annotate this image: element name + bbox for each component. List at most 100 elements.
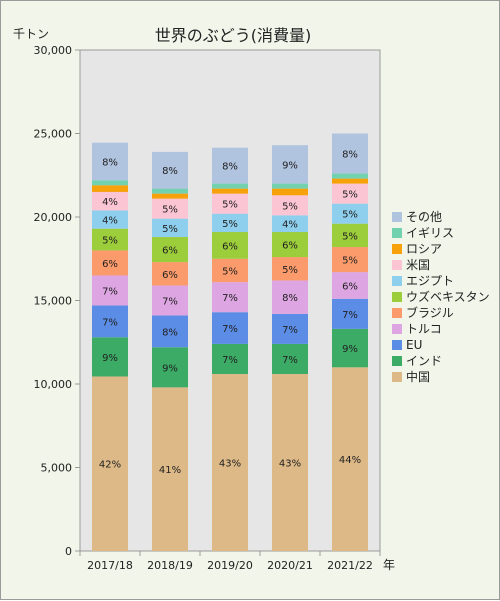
data-label: 7% [162, 297, 178, 308]
legend-swatch [392, 292, 402, 302]
data-label: 7% [282, 355, 298, 366]
legend-swatch [392, 276, 402, 286]
data-label: 43% [279, 458, 301, 469]
bar-segment [92, 376, 128, 551]
data-label: 6% [342, 281, 358, 292]
bar-segment [92, 185, 128, 192]
data-label: 9% [342, 344, 358, 355]
legend-label: ウズベキスタン [406, 289, 490, 304]
bar-segment [152, 285, 188, 316]
bar-segment [92, 180, 128, 186]
y-tick-label: 15,000 [34, 295, 73, 308]
legend-swatch [392, 356, 402, 366]
y-tick-label: 5,000 [41, 462, 73, 475]
bar-segment [332, 367, 368, 551]
bar-segment [212, 147, 248, 184]
bar-segment [212, 213, 248, 233]
legend-label: その他 [406, 210, 442, 224]
chart-title: 世界のぶどう(消費量) [155, 26, 312, 45]
legend-swatch [392, 340, 402, 350]
bar-segment [332, 173, 368, 179]
legend-label: 中国 [406, 369, 430, 384]
bar-segment [92, 275, 128, 306]
data-label: 5% [342, 256, 358, 267]
data-label: 5% [222, 266, 238, 277]
legend-label: イギリス [406, 226, 454, 240]
legend-label: ブラジル [406, 305, 454, 320]
data-label: 43% [219, 458, 241, 469]
bar-segment [272, 313, 308, 344]
data-label: 6% [162, 246, 178, 257]
bar-segment [212, 258, 248, 283]
bar-segment [152, 198, 188, 219]
x-tick-label: 2019/20 [207, 559, 253, 572]
bar-segment [332, 133, 368, 174]
legend-label: トルコ [406, 322, 442, 336]
data-label: 4% [102, 216, 118, 227]
bar-segment [272, 183, 308, 189]
data-label: 7% [102, 286, 118, 297]
bar-segment [152, 151, 188, 189]
bar-segment [272, 257, 308, 281]
bar-segment [272, 280, 308, 314]
bar-segment [92, 191, 128, 211]
data-label: 9% [162, 363, 178, 374]
bar-segment [212, 193, 248, 214]
bar-segment [212, 373, 248, 551]
data-label: 5% [222, 200, 238, 211]
data-label: 9% [102, 353, 118, 364]
bar-segment [152, 262, 188, 286]
data-label: 44% [339, 455, 361, 466]
bar-segment [272, 195, 308, 216]
legend-swatch [392, 260, 402, 270]
bar-segment [212, 343, 248, 374]
data-label: 5% [342, 190, 358, 201]
legend-swatch [392, 308, 402, 318]
bar-segment [272, 373, 308, 551]
legend-swatch [392, 212, 402, 222]
data-label: 7% [282, 325, 298, 336]
data-label: 42% [99, 460, 121, 471]
data-label: 6% [102, 259, 118, 270]
data-label: 7% [222, 293, 238, 304]
y-tick-label: 20,000 [34, 211, 73, 224]
data-label: 6% [282, 241, 298, 252]
data-label: 5% [342, 231, 358, 242]
data-label: 8% [222, 162, 238, 173]
data-label: 4% [282, 220, 298, 231]
bar-segment [92, 142, 128, 181]
bar-segment [212, 312, 248, 344]
bar-segment [152, 193, 188, 199]
bar-segment [152, 347, 188, 388]
y-tick-label: 25,000 [34, 128, 73, 141]
data-label: 6% [162, 270, 178, 281]
x-axis-unit: 年 [383, 558, 395, 572]
data-label: 8% [162, 166, 178, 177]
y-tick-label: 10,000 [34, 378, 73, 391]
bar-segment [272, 215, 308, 233]
bar-segment [92, 250, 128, 276]
legend-label: エジプト [406, 274, 454, 288]
y-axis-unit: 千トン [13, 27, 49, 41]
bar-segment [332, 247, 368, 273]
legend-swatch [392, 324, 402, 334]
bar-segment [212, 282, 248, 313]
legend-swatch [392, 228, 402, 238]
bar-segment [212, 188, 248, 194]
x-tick-label: 2017/18 [87, 559, 133, 572]
bar-segment [92, 210, 128, 229]
legend-label: 米国 [406, 258, 430, 272]
data-label: 5% [282, 265, 298, 276]
data-label: 7% [342, 310, 358, 321]
bars-group: 42% 9% 7% 7% 6% 5% 4% 4% 8% 41% 9% 8% 7% 6% 6% 5% 5% 8% 43… [92, 133, 368, 551]
bar-segment [332, 328, 368, 368]
data-label: 5% [342, 210, 358, 221]
data-label: 5% [282, 201, 298, 212]
bar-segment [332, 203, 368, 224]
y-tick-label: 0 [65, 545, 72, 558]
bar-segment [152, 237, 188, 263]
legend-label: インド [406, 354, 442, 368]
x-axis: 2017/18 2018/19 2019/20 2020/21 2021/22 [79, 551, 381, 572]
